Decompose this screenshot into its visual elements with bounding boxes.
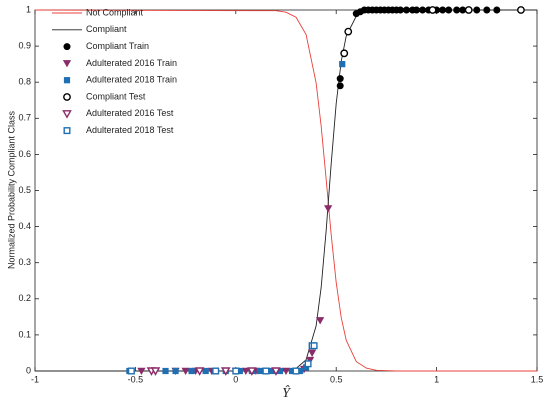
y-tick-label: 0.7 bbox=[18, 113, 31, 123]
point bbox=[127, 367, 135, 375]
legend-swatch bbox=[62, 60, 72, 68]
legend-swatch bbox=[63, 127, 71, 135]
point bbox=[262, 367, 270, 375]
point bbox=[439, 6, 447, 14]
point bbox=[194, 367, 205, 376]
point bbox=[344, 27, 353, 36]
point bbox=[181, 367, 190, 376]
y-tick-label: 0.9 bbox=[18, 40, 31, 50]
legend-label: Adulterated 2016 Train bbox=[86, 58, 177, 68]
point bbox=[232, 367, 240, 375]
point bbox=[445, 6, 453, 14]
x-tick-label: 0 bbox=[233, 374, 238, 384]
point bbox=[316, 317, 325, 325]
y-tick-label: 0.1 bbox=[18, 329, 31, 339]
point bbox=[339, 61, 346, 68]
legend-label: Compliant Test bbox=[86, 91, 146, 101]
point bbox=[340, 49, 349, 58]
point bbox=[188, 367, 195, 375]
point bbox=[310, 342, 318, 350]
point bbox=[413, 6, 421, 14]
legend-label: Compliant Train bbox=[86, 41, 149, 51]
point bbox=[396, 6, 404, 14]
point bbox=[493, 6, 501, 14]
point bbox=[336, 82, 344, 90]
point bbox=[271, 367, 281, 376]
legend-label: Adulterated 2018 Test bbox=[86, 125, 174, 135]
y-tick-label: 0.5 bbox=[18, 185, 31, 195]
point bbox=[172, 367, 179, 375]
point bbox=[256, 367, 263, 375]
legend-swatch bbox=[63, 43, 71, 51]
point bbox=[292, 367, 300, 375]
point bbox=[304, 360, 312, 368]
point bbox=[517, 6, 525, 14]
point bbox=[220, 367, 231, 376]
point bbox=[247, 367, 257, 376]
y-tick-label: 0 bbox=[26, 365, 31, 375]
point bbox=[150, 367, 161, 376]
y-tick-label: 1 bbox=[26, 4, 31, 14]
point bbox=[281, 367, 291, 376]
point bbox=[419, 6, 427, 14]
x-tick-label: 1 bbox=[434, 374, 439, 384]
point bbox=[241, 367, 250, 376]
legend-label: Adulterated 2016 Test bbox=[86, 108, 174, 118]
y-tick-label: 0.2 bbox=[18, 293, 31, 303]
x-tick-label: -1 bbox=[31, 374, 39, 384]
legend-label: Compliant bbox=[86, 24, 127, 34]
y-tick-label: 0.4 bbox=[18, 221, 31, 231]
point bbox=[428, 6, 437, 14]
x-tick-label: 0.5 bbox=[330, 374, 343, 384]
x-tick-label: -0.5 bbox=[128, 374, 144, 384]
curve bbox=[34, 9, 537, 372]
point bbox=[137, 367, 146, 376]
point bbox=[202, 367, 209, 375]
y-tick-label: 0.6 bbox=[18, 149, 31, 159]
legend-swatch bbox=[63, 93, 71, 101]
y-tick-label: 0.8 bbox=[18, 77, 31, 87]
legend-swatch bbox=[63, 77, 71, 84]
point bbox=[336, 75, 344, 83]
x-axis-label: Ŷ bbox=[282, 384, 292, 401]
point bbox=[162, 367, 169, 375]
y-axis-label: Normalized Probability Compliant Class bbox=[6, 110, 16, 269]
y-tick-label: 0.3 bbox=[18, 257, 31, 267]
point bbox=[473, 6, 481, 14]
point bbox=[324, 205, 333, 213]
legend-swatch bbox=[62, 110, 72, 119]
point bbox=[464, 6, 473, 14]
x-tick-label: 1.5 bbox=[531, 374, 544, 384]
point bbox=[402, 6, 410, 14]
legend-label: Not Compliant bbox=[86, 7, 144, 17]
point bbox=[483, 6, 491, 14]
point bbox=[453, 6, 461, 14]
legend-label: Adulterated 2018 Train bbox=[86, 75, 177, 85]
point bbox=[212, 367, 220, 375]
point bbox=[307, 349, 317, 357]
